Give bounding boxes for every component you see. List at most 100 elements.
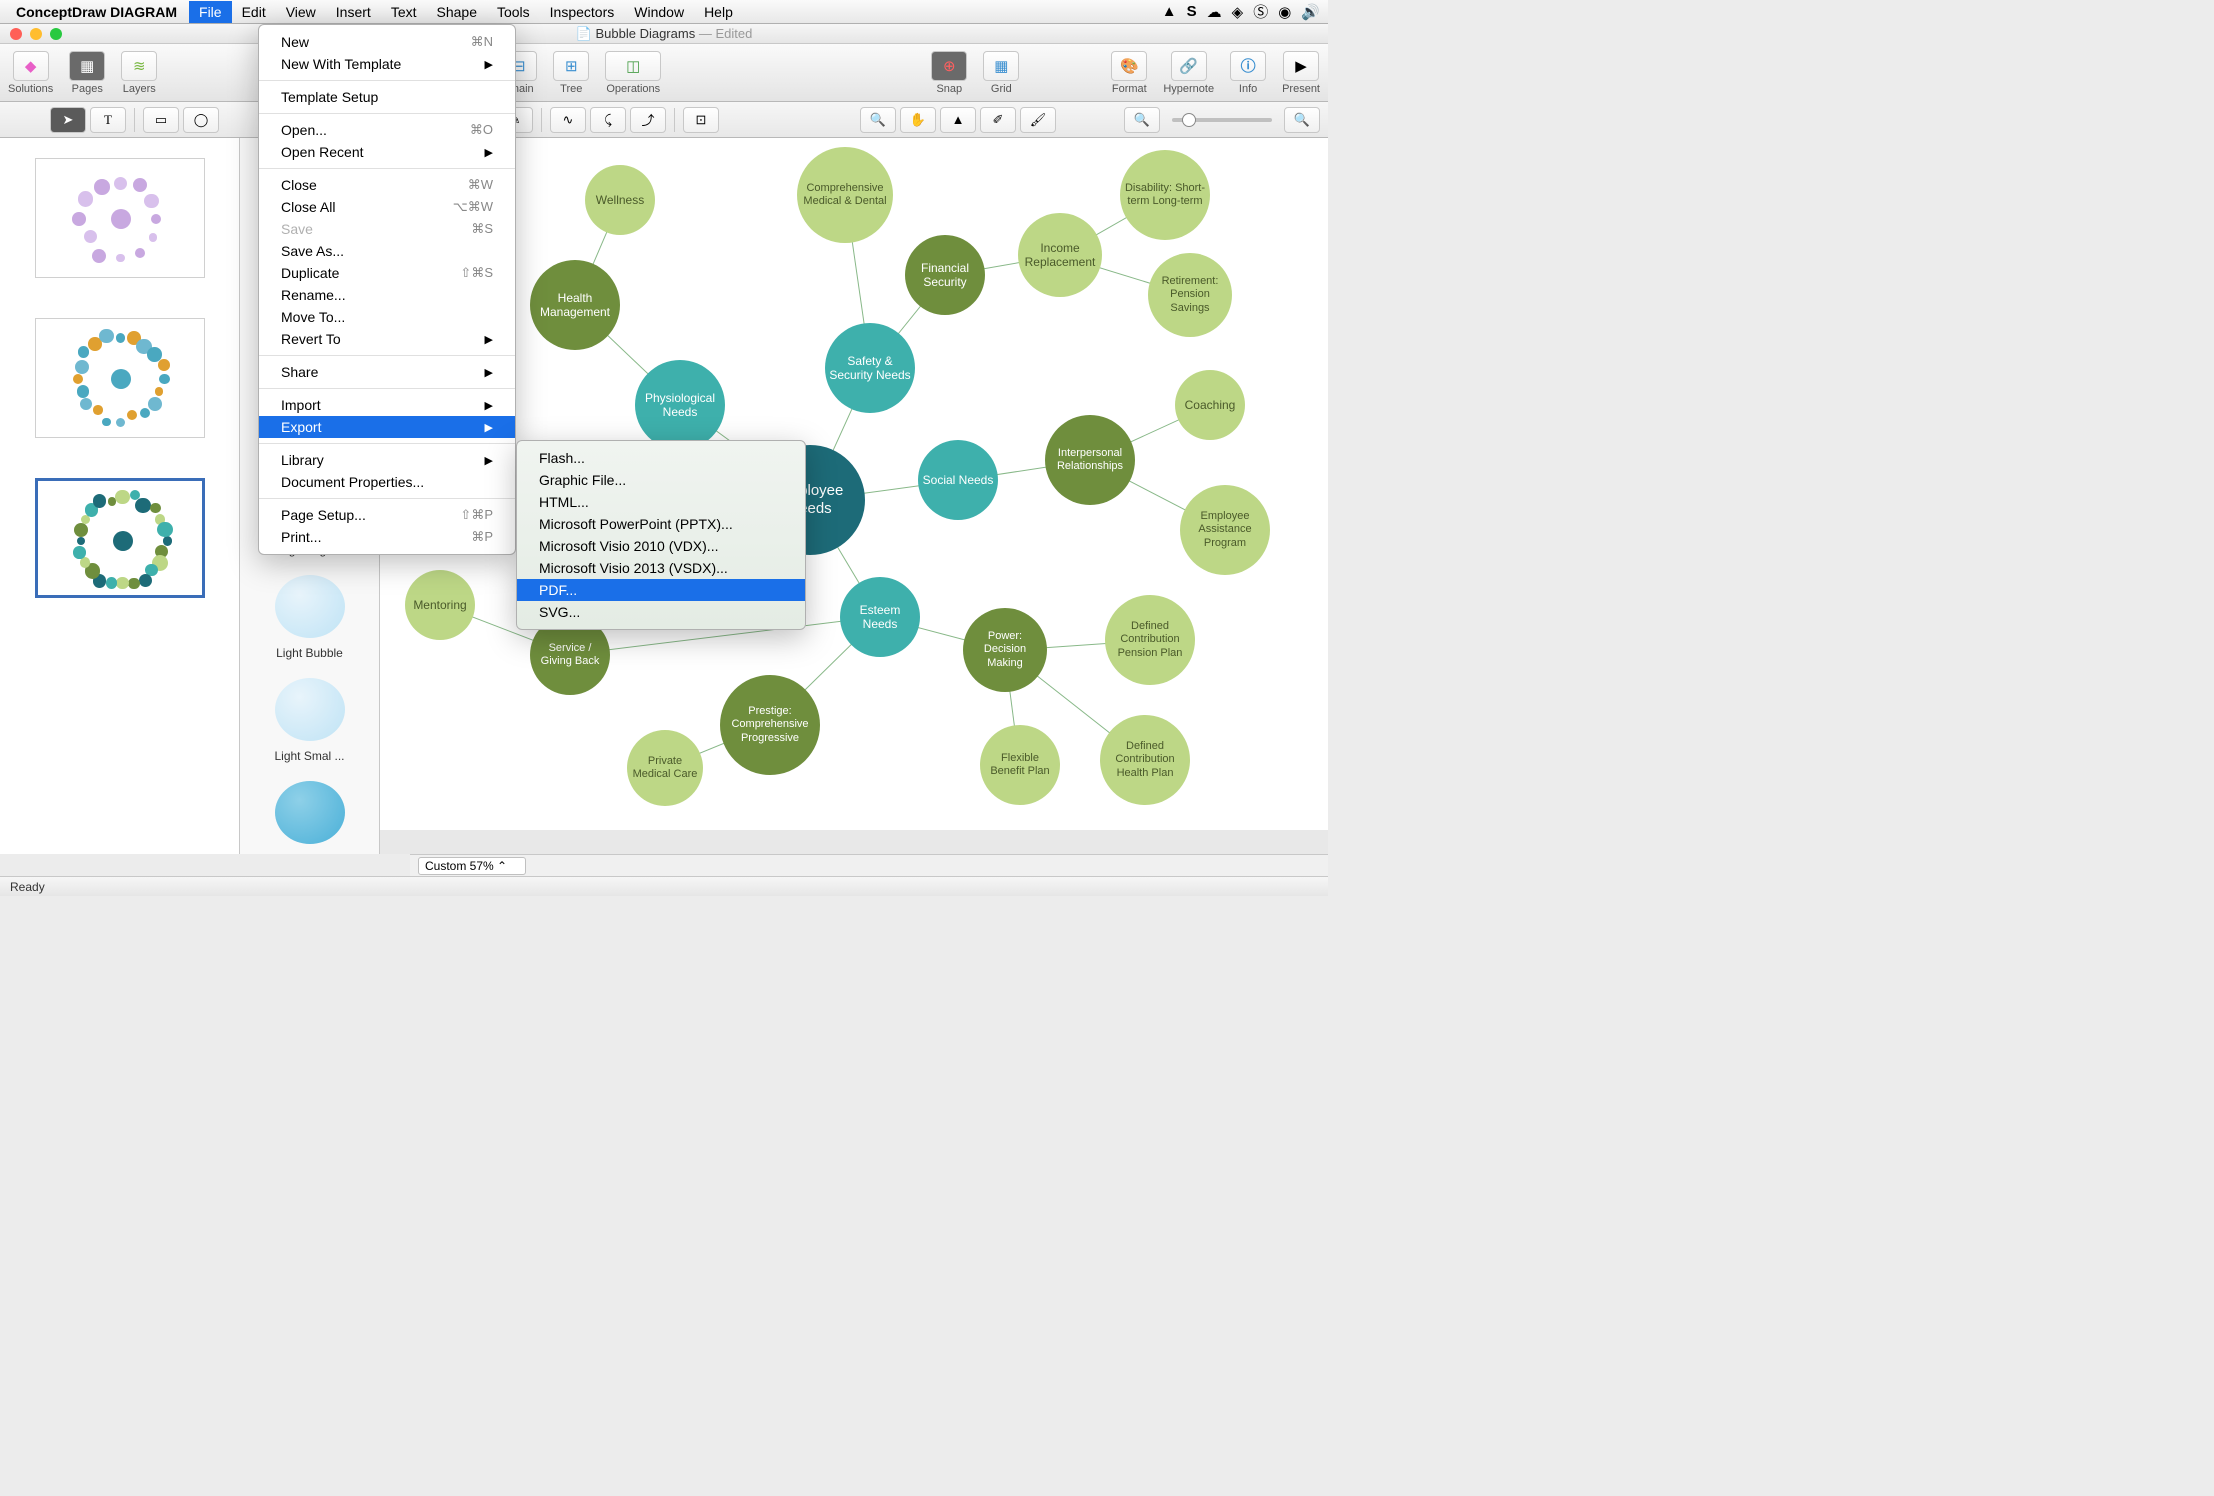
bubble-finsec[interactable]: Financial Security [905, 235, 985, 315]
bubble-dchp[interactable]: Defined Contribution Health Plan [1100, 715, 1190, 805]
file-menu-close[interactable]: Close⌘W [259, 174, 515, 196]
maximize-button[interactable] [50, 28, 62, 40]
sb-rect[interactable]: ▭ [143, 107, 179, 133]
file-menu-new[interactable]: New⌘N [259, 31, 515, 53]
file-menu-open-[interactable]: Open...⌘O [259, 119, 515, 141]
lib-shape-bubble[interactable] [275, 678, 345, 741]
close-button[interactable] [10, 28, 22, 40]
bubble-disability[interactable]: Disability: Short-term Long-term [1120, 150, 1210, 240]
file-menu-new-with-template[interactable]: New With Template▶ [259, 53, 515, 75]
file-menu-library[interactable]: Library▶ [259, 449, 515, 471]
sb-curve1[interactable]: ∿ [550, 107, 586, 133]
export-menu-microsoft-visio-vdx-[interactable]: Microsoft Visio 2010 (VDX)... [517, 535, 805, 557]
file-menu-share[interactable]: Share▶ [259, 361, 515, 383]
skype-icon[interactable]: Ⓢ [1253, 1, 1268, 22]
sb-hand[interactable]: ✋ [900, 107, 936, 133]
file-menu-move-to-[interactable]: Move To... [259, 306, 515, 328]
sb-ellipse[interactable]: ◯ [183, 107, 219, 133]
dropbox-icon[interactable]: ◈ [1232, 3, 1244, 21]
app-name[interactable]: ConceptDraw DIAGRAM [16, 4, 177, 20]
menu-view[interactable]: View [276, 1, 326, 23]
sb-zoom-out[interactable]: 🔍 [1124, 107, 1160, 133]
bubble-private[interactable]: Private Medical Care [627, 730, 703, 806]
export-menu-html-[interactable]: HTML... [517, 491, 805, 513]
vlc-icon[interactable]: ▲ [1162, 3, 1177, 20]
file-menu-print-[interactable]: Print...⌘P [259, 526, 515, 548]
tb-pages[interactable]: ▦ Pages [69, 51, 105, 95]
tb-grid[interactable]: ▦Grid [983, 51, 1019, 95]
tb-hypernote[interactable]: 🔗Hypernote [1163, 51, 1214, 95]
file-menu-save-as-[interactable]: Save As... [259, 240, 515, 262]
menu-tools[interactable]: Tools [487, 1, 540, 23]
bubble-mentor[interactable]: Mentoring [405, 570, 475, 640]
export-menu-pdf-[interactable]: PDF... [517, 579, 805, 601]
tb-solutions[interactable]: ◆ Solutions [8, 51, 53, 95]
bubble-retire[interactable]: Retirement: Pension Savings [1148, 253, 1232, 337]
export-menu-microsoft-powerpoint-pptx-[interactable]: Microsoft PowerPoint (PPTX)... [517, 513, 805, 535]
file-menu-revert-to[interactable]: Revert To▶ [259, 328, 515, 350]
tb-info[interactable]: ⓘInfo [1230, 51, 1266, 95]
menu-help[interactable]: Help [694, 1, 743, 23]
file-menu-rename-[interactable]: Rename... [259, 284, 515, 306]
bubble-power[interactable]: Power: Decision Making [963, 608, 1047, 692]
sb-zoom-in[interactable]: 🔍 [1284, 107, 1320, 133]
file-menu-page-setup-[interactable]: Page Setup...⇧⌘P [259, 504, 515, 526]
bubble-flex[interactable]: Flexible Benefit Plan [980, 725, 1060, 805]
sb-brush[interactable]: 🖌 [1020, 107, 1056, 133]
menu-shape[interactable]: Shape [427, 1, 487, 23]
zoom-select[interactable]: Custom 57% ⌃ [418, 857, 526, 875]
bubble-medical[interactable]: Comprehensive Medical & Dental [797, 147, 893, 243]
bubble-eap[interactable]: Employee Assistance Program [1180, 485, 1270, 575]
export-menu-flash-[interactable]: Flash... [517, 447, 805, 469]
volume-icon[interactable]: 🔊 [1301, 3, 1320, 21]
thumb-1[interactable] [35, 158, 205, 278]
bubble-esteem[interactable]: Esteem Needs [840, 577, 920, 657]
minimize-button[interactable] [30, 28, 42, 40]
tb-tree[interactable]: ⊞Tree [553, 51, 589, 95]
lib-shape-big[interactable] [275, 575, 345, 638]
file-menu-open-recent[interactable]: Open Recent▶ [259, 141, 515, 163]
wifi-icon[interactable]: ◉ [1278, 3, 1291, 21]
file-menu-duplicate[interactable]: Duplicate⇧⌘S [259, 262, 515, 284]
menu-text[interactable]: Text [381, 1, 427, 23]
bubble-inter[interactable]: Interpersonal Relationships [1045, 415, 1135, 505]
bubble-wellness[interactable]: Wellness [585, 165, 655, 235]
bubble-social[interactable]: Social Needs [918, 440, 998, 520]
menu-file[interactable]: File [189, 1, 232, 23]
sb-image[interactable]: ⊡ [683, 107, 719, 133]
file-menu-document-properties-[interactable]: Document Properties... [259, 471, 515, 493]
sb-text[interactable]: T [90, 107, 126, 133]
bubble-health[interactable]: Health Management [530, 260, 620, 350]
sb-pointer[interactable]: ➤ [50, 107, 86, 133]
tb-present[interactable]: ▶Present [1282, 51, 1320, 95]
bubble-income[interactable]: Income Replacement [1018, 213, 1102, 297]
thumb-3-selected[interactable] [35, 478, 205, 598]
tb-operations[interactable]: ◫Operations [605, 51, 661, 95]
sb-curve2[interactable]: ⤹ [590, 107, 626, 133]
skitch-icon[interactable]: S [1187, 3, 1197, 20]
menu-insert[interactable]: Insert [326, 1, 381, 23]
file-menu-template-setup[interactable]: Template Setup [259, 86, 515, 108]
zoom-slider[interactable] [1172, 118, 1272, 122]
export-menu-svg-[interactable]: SVG... [517, 601, 805, 623]
lib-shape-small[interactable] [275, 781, 345, 844]
sb-curve3[interactable]: ⤴ [630, 107, 666, 133]
export-menu-graphic-file-[interactable]: Graphic File... [517, 469, 805, 491]
menu-inspectors[interactable]: Inspectors [540, 1, 625, 23]
tb-layers[interactable]: ≋ Layers [121, 51, 157, 95]
sb-magnify[interactable]: 🔍 [860, 107, 896, 133]
tb-format[interactable]: 🎨Format [1111, 51, 1147, 95]
bubble-dcpp[interactable]: Defined Contribution Pension Plan [1105, 595, 1195, 685]
file-menu-export[interactable]: Export▶ [259, 416, 515, 438]
file-menu-close-all[interactable]: Close All⌥⌘W [259, 196, 515, 218]
tb-snap[interactable]: ⊕Snap [931, 51, 967, 95]
bubble-phys[interactable]: Physiological Needs [635, 360, 725, 450]
menu-edit[interactable]: Edit [232, 1, 276, 23]
bubble-coach[interactable]: Coaching [1175, 370, 1245, 440]
sb-stamp[interactable]: ▲ [940, 107, 976, 133]
bubble-safety[interactable]: Safety & Security Needs [825, 323, 915, 413]
bubble-prestige[interactable]: Prestige: Comprehensive Progressive [720, 675, 820, 775]
cloud-icon[interactable]: ☁ [1207, 3, 1222, 21]
export-menu-microsoft-visio-vsdx-[interactable]: Microsoft Visio 2013 (VSDX)... [517, 557, 805, 579]
menu-window[interactable]: Window [624, 1, 694, 23]
